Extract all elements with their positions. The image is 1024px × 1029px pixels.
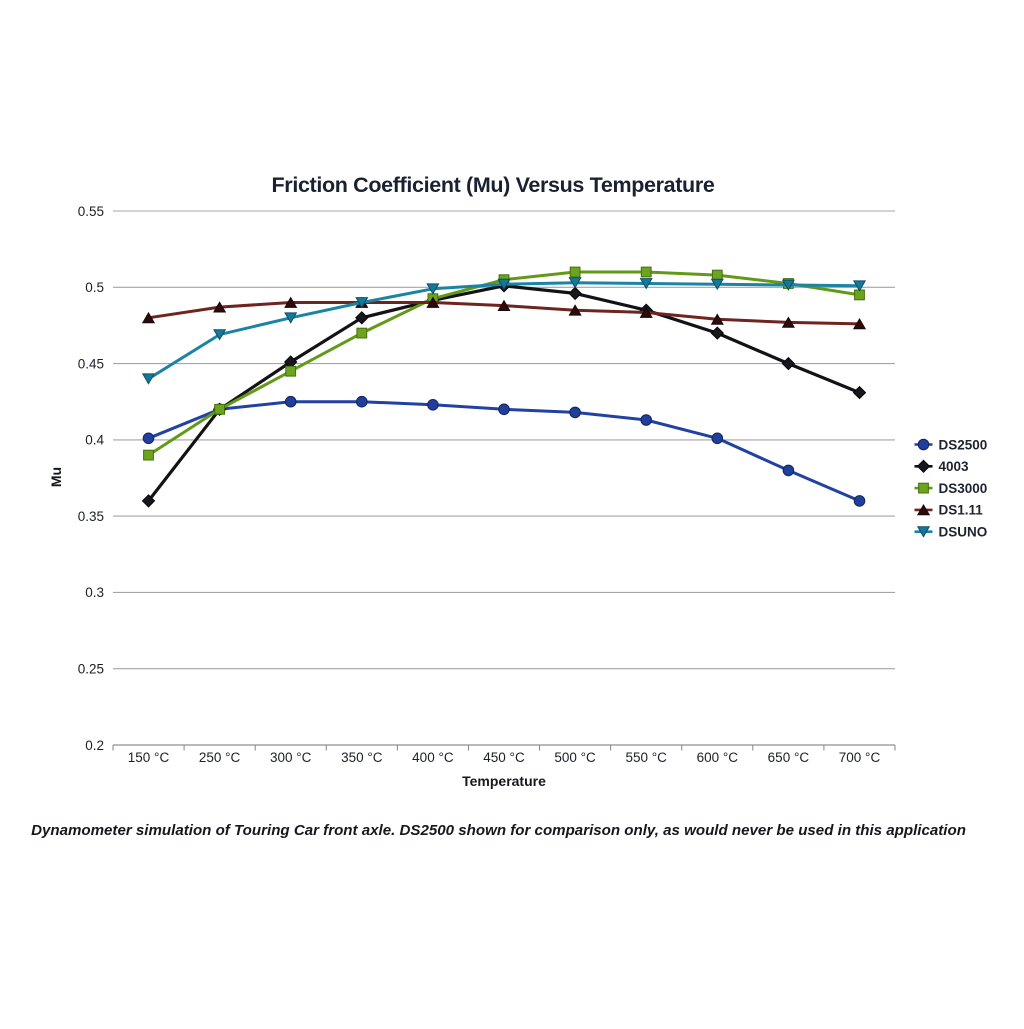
svg-text:500 °C: 500 °C <box>554 750 596 765</box>
svg-text:0.45: 0.45 <box>78 356 104 371</box>
svg-text:400 °C: 400 °C <box>412 750 454 765</box>
svg-text:450 °C: 450 °C <box>483 750 525 765</box>
svg-text:0.5: 0.5 <box>85 280 104 295</box>
svg-text:4003: 4003 <box>939 459 970 474</box>
svg-text:650 °C: 650 °C <box>768 750 810 765</box>
svg-text:0.3: 0.3 <box>85 585 104 600</box>
svg-text:550 °C: 550 °C <box>625 750 667 765</box>
svg-text:Friction Coefficient (Mu) Vers: Friction Coefficient (Mu) Versus Tempera… <box>272 173 715 197</box>
svg-text:0.2: 0.2 <box>85 738 104 753</box>
svg-text:DS3000: DS3000 <box>939 481 988 496</box>
svg-text:Temperature: Temperature <box>462 773 546 789</box>
svg-text:0.35: 0.35 <box>78 509 104 524</box>
svg-text:Dynamometer simulation of Tour: Dynamometer simulation of Touring Car fr… <box>31 822 966 839</box>
svg-text:700 °C: 700 °C <box>839 750 881 765</box>
svg-text:0.25: 0.25 <box>78 662 104 677</box>
svg-text:Mu: Mu <box>48 467 64 487</box>
svg-text:150 °C: 150 °C <box>128 750 170 765</box>
svg-text:300 °C: 300 °C <box>270 750 312 765</box>
svg-text:0.55: 0.55 <box>78 204 104 219</box>
svg-text:0.4: 0.4 <box>85 433 104 448</box>
svg-text:DS2500: DS2500 <box>939 437 988 452</box>
svg-text:350 °C: 350 °C <box>341 750 383 765</box>
svg-text:DS1.11: DS1.11 <box>939 503 984 518</box>
svg-text:600 °C: 600 °C <box>697 750 739 765</box>
svg-text:DSUNO: DSUNO <box>939 525 988 540</box>
svg-text:250 °C: 250 °C <box>199 750 241 765</box>
